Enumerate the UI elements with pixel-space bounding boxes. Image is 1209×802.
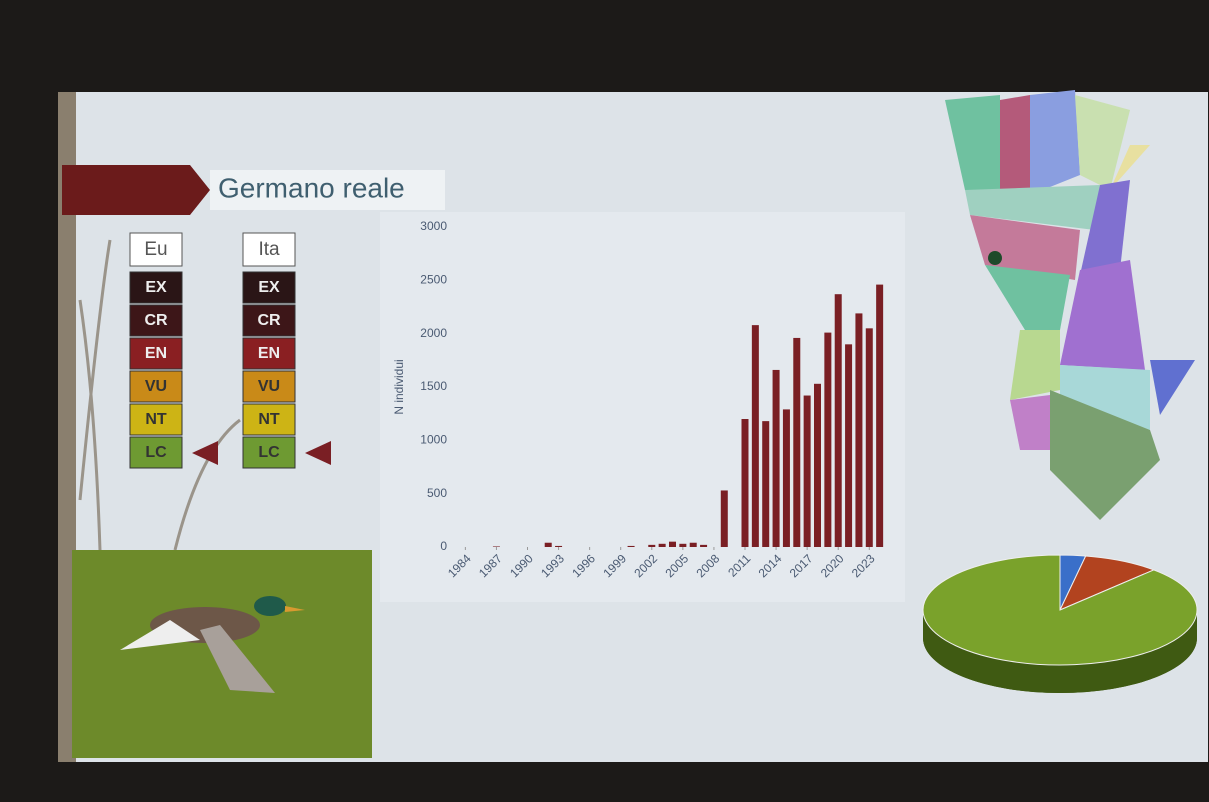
y-tick-label: 500 (427, 486, 447, 500)
y-tick-label: 1500 (420, 379, 447, 393)
bar (648, 544, 656, 547)
bar (824, 332, 832, 547)
status-arrow (305, 441, 331, 465)
y-axis-label: N individui (392, 359, 406, 414)
status-level: LC (258, 444, 280, 461)
bar (814, 383, 821, 547)
bar (658, 543, 666, 547)
status-level: LC (145, 444, 167, 461)
title-box (210, 170, 445, 210)
status-header-box (242, 232, 296, 267)
bar (544, 542, 552, 547)
bar (876, 284, 884, 547)
y-tick-label: 2000 (420, 326, 447, 340)
bar (865, 328, 873, 547)
bar (793, 337, 801, 547)
status-level: EX (258, 279, 280, 296)
status-level: CR (257, 312, 281, 329)
bar (669, 541, 676, 547)
bar (679, 543, 687, 547)
status-level: EX (145, 279, 167, 296)
status-arrow (192, 441, 218, 465)
status-level: EN (258, 345, 280, 362)
y-tick-label: 0 (440, 539, 447, 553)
status-level-box (242, 271, 296, 304)
status-level-box (129, 337, 183, 370)
bar (741, 419, 749, 547)
y-tick-label: 3000 (420, 219, 447, 233)
status-level: VU (145, 378, 167, 395)
map (945, 90, 1195, 520)
y-tick-label: 2500 (420, 273, 447, 287)
bar (803, 395, 811, 547)
bar (834, 294, 842, 547)
status-level-box (129, 370, 183, 403)
status-level-box (129, 403, 183, 436)
bar (492, 546, 500, 547)
status-header: Ita (258, 239, 280, 260)
status-level-box (242, 403, 296, 436)
status-level-box (129, 271, 183, 304)
status-header-box (129, 232, 183, 267)
status-level-box (129, 304, 183, 337)
slide-edge (58, 92, 76, 762)
bar (627, 545, 635, 547)
status-header: Eu (144, 239, 167, 260)
decoration (78, 239, 241, 551)
status-level: VU (258, 378, 280, 395)
title-banner (62, 165, 210, 215)
bar (782, 409, 790, 547)
bar (762, 421, 770, 547)
bar (689, 542, 697, 547)
duck (120, 596, 305, 693)
y-tick-label: 1000 (420, 433, 447, 447)
status-level-box (242, 304, 296, 337)
pie-slice (922, 554, 1198, 666)
status-level-box (242, 337, 296, 370)
status-level: EN (145, 345, 167, 362)
bar (751, 325, 759, 547)
status-level-box (129, 436, 183, 469)
bar (555, 545, 563, 547)
status-level: NT (258, 411, 280, 428)
status-level: CR (144, 312, 168, 329)
bar (855, 313, 863, 547)
status-level: NT (145, 411, 167, 428)
status-level-box (242, 436, 296, 469)
bar (772, 369, 780, 547)
slide-title: Germano reale (218, 172, 405, 203)
status-level-box (242, 370, 296, 403)
bar (845, 344, 853, 547)
bar (700, 544, 708, 547)
bar (720, 490, 728, 547)
